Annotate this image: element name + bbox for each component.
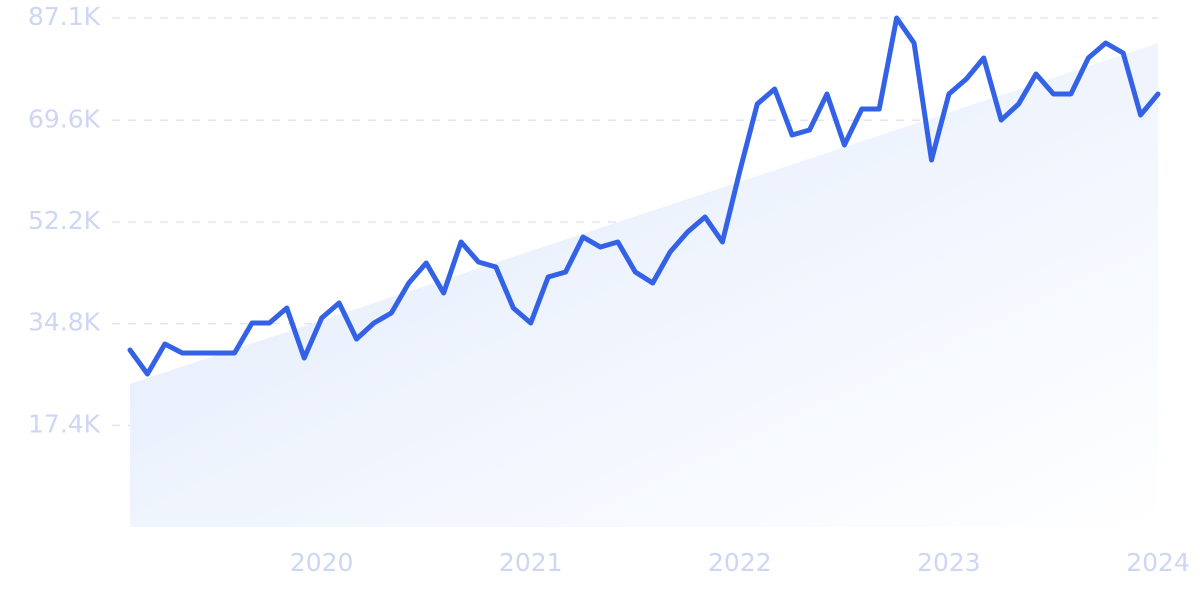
x-tick-label: 2020 xyxy=(290,548,354,577)
y-tick-label: 52.2K xyxy=(28,206,101,235)
x-tick-label: 2024 xyxy=(1126,548,1190,577)
y-tick-label: 17.4K xyxy=(28,409,101,438)
data-line xyxy=(127,15,1161,377)
x-tick-label: 2021 xyxy=(499,548,563,577)
y-tick-label: 34.8K xyxy=(28,308,101,337)
y-tick-label: 69.6K xyxy=(28,104,101,133)
y-tick-label: 87.1K xyxy=(28,2,101,31)
x-tick-label: 2023 xyxy=(917,548,981,577)
trend-area xyxy=(130,43,1158,527)
x-tick-label: 2022 xyxy=(708,548,772,577)
